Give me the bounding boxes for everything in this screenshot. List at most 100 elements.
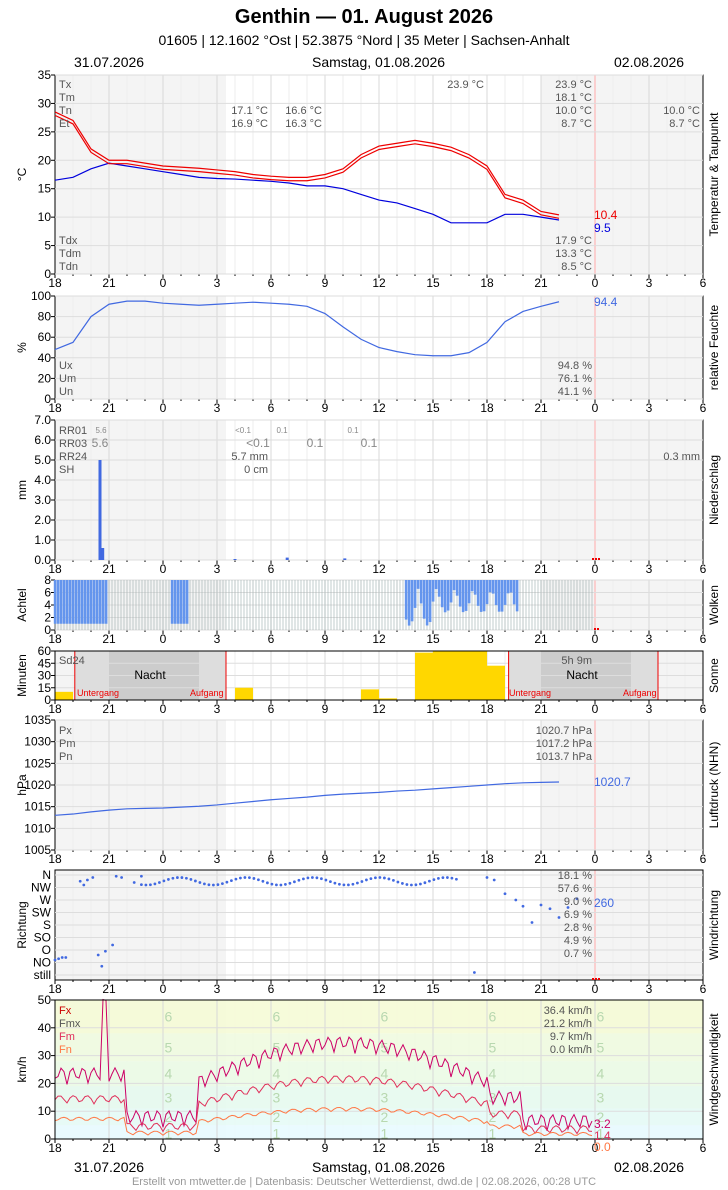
y-tick-label: 100 <box>31 289 51 303</box>
direction-label: still <box>34 968 51 982</box>
x-tick-label: 3 <box>646 702 653 716</box>
y-tick-label: 4 <box>44 598 51 612</box>
beaufort-label: 3 <box>273 1089 281 1105</box>
y-tick-label: 60 <box>38 644 52 658</box>
wind-direction-point <box>566 906 570 909</box>
wind-direction-point <box>387 877 391 881</box>
value-t1a: 17.1 °C <box>231 105 268 117</box>
beaufort-label: 4 <box>597 1066 605 1082</box>
beaufort-label: 6 <box>597 1009 605 1025</box>
x-tick-label: 3 <box>214 632 221 646</box>
beaufort-label: 2 <box>165 1109 173 1125</box>
label-rr01: RR01 <box>59 425 87 437</box>
missing-data-marker <box>597 628 599 630</box>
wind-direction-point <box>198 881 202 884</box>
direction-percent: 2.8 % <box>564 922 592 934</box>
night-label-1: Nacht <box>134 668 166 682</box>
wind-direction-point <box>230 879 233 882</box>
cloud-cover-bar <box>89 580 93 624</box>
y-tick-label: 7.0 <box>34 413 51 427</box>
end-direction: 260 <box>594 896 614 910</box>
wind-direction-point <box>503 892 507 896</box>
x-tick-label: 3 <box>646 276 653 290</box>
wind-direction-point <box>120 876 123 879</box>
end-temperature: 10.4 <box>594 208 618 222</box>
x-tick-label: 21 <box>534 562 548 576</box>
value-rr03-d: 0.1 <box>361 436 378 450</box>
y-tick-label: 1015 <box>24 800 51 814</box>
label-fm: Fm <box>59 1031 75 1043</box>
wind-direction-point <box>225 880 229 884</box>
cloud-cover-bar <box>506 580 510 594</box>
night-shade <box>541 420 703 560</box>
beaufort-label: 3 <box>597 1089 605 1105</box>
wind-direction-point <box>234 877 238 881</box>
value-fm: 9.7 km/h <box>550 1031 592 1043</box>
cloud-cover-bar <box>77 580 81 624</box>
cloud-cover-bar <box>65 580 69 624</box>
x-tick-label: 12 <box>372 982 386 996</box>
beaufort-label: 6 <box>381 1009 389 1025</box>
beaufort-label: 3 <box>165 1089 173 1105</box>
x-tick-label: 0 <box>160 702 167 716</box>
value-pm: 1017.2 hPa <box>536 738 593 750</box>
x-tick-label: 18 <box>48 1141 62 1155</box>
y-tick-label: 6 <box>44 586 51 600</box>
x-tick-label: 18 <box>48 276 62 290</box>
x-tick-label: 3 <box>646 632 653 646</box>
x-tick-label: 6 <box>268 702 275 716</box>
direction-label: S <box>43 918 51 932</box>
cloud-cover-bar <box>470 580 474 592</box>
cloud-cover-bar <box>473 580 477 595</box>
y-tick-label: 0 <box>44 1132 51 1146</box>
beaufort-label: 3 <box>381 1089 389 1105</box>
wind-direction-point <box>356 881 359 885</box>
y-tick-label: 6.0 <box>34 433 51 447</box>
beaufort-label: 5 <box>597 1039 605 1055</box>
sunshine-bar <box>487 665 505 700</box>
y-tick-label: 35 <box>38 68 52 82</box>
wind-direction-point <box>383 876 386 880</box>
x-tick-label: 15 <box>426 632 440 646</box>
wind-direction-point <box>410 883 413 887</box>
humidity-line <box>54 300 560 357</box>
date-row-bottom: 31.07.2026 Samstag, 01.08.2026 02.08.202… <box>0 1159 728 1177</box>
x-tick-label: 3 <box>214 982 221 996</box>
cloud-cover-bar <box>56 580 60 624</box>
missing-data-marker <box>594 628 596 630</box>
cloud-cover-bar <box>170 580 174 624</box>
label-tdx: Tdx <box>59 235 78 247</box>
y-tick-label: 5.0 <box>34 453 51 467</box>
wind-direction-point <box>171 876 175 880</box>
date-right: 02.08.2026 <box>614 54 685 70</box>
x-tick-label: 18 <box>48 982 62 996</box>
x-tick-label: 3 <box>646 562 653 576</box>
x-tick-label: 18 <box>48 562 62 576</box>
dewpoint-line <box>54 162 560 224</box>
x-tick-label: 18 <box>480 1141 494 1155</box>
x-tick-label: 9 <box>322 1141 329 1155</box>
x-tick-label: 21 <box>102 632 116 646</box>
wind-direction-point <box>485 876 489 879</box>
x-tick-label: 0 <box>160 562 167 576</box>
x-tick-label: 9 <box>322 401 329 415</box>
x-tick-label: 6 <box>268 982 275 996</box>
wind-direction-point <box>392 878 395 882</box>
cloud-cover-bar <box>80 580 84 624</box>
cloud-cover-bar <box>83 580 87 624</box>
value-t2a: 16.6 °C <box>285 105 322 117</box>
cloud-cover-bar <box>74 580 78 624</box>
x-tick-label: 9 <box>322 562 329 576</box>
x-tick-label: 6 <box>700 852 707 866</box>
x-tick-label: 3 <box>646 852 653 866</box>
x-tick-label: 9 <box>322 702 329 716</box>
x-tick-label: 6 <box>700 276 707 290</box>
wind-direction-point <box>414 883 418 887</box>
cloud-cover-bar <box>464 580 468 611</box>
value-rr01-c: 0.1 <box>276 426 288 435</box>
wind-direction-point <box>455 877 458 881</box>
cloud-cover-bar <box>428 580 432 623</box>
y-tick-label: 1025 <box>24 756 51 770</box>
y-tick-label: 0 <box>44 623 51 637</box>
